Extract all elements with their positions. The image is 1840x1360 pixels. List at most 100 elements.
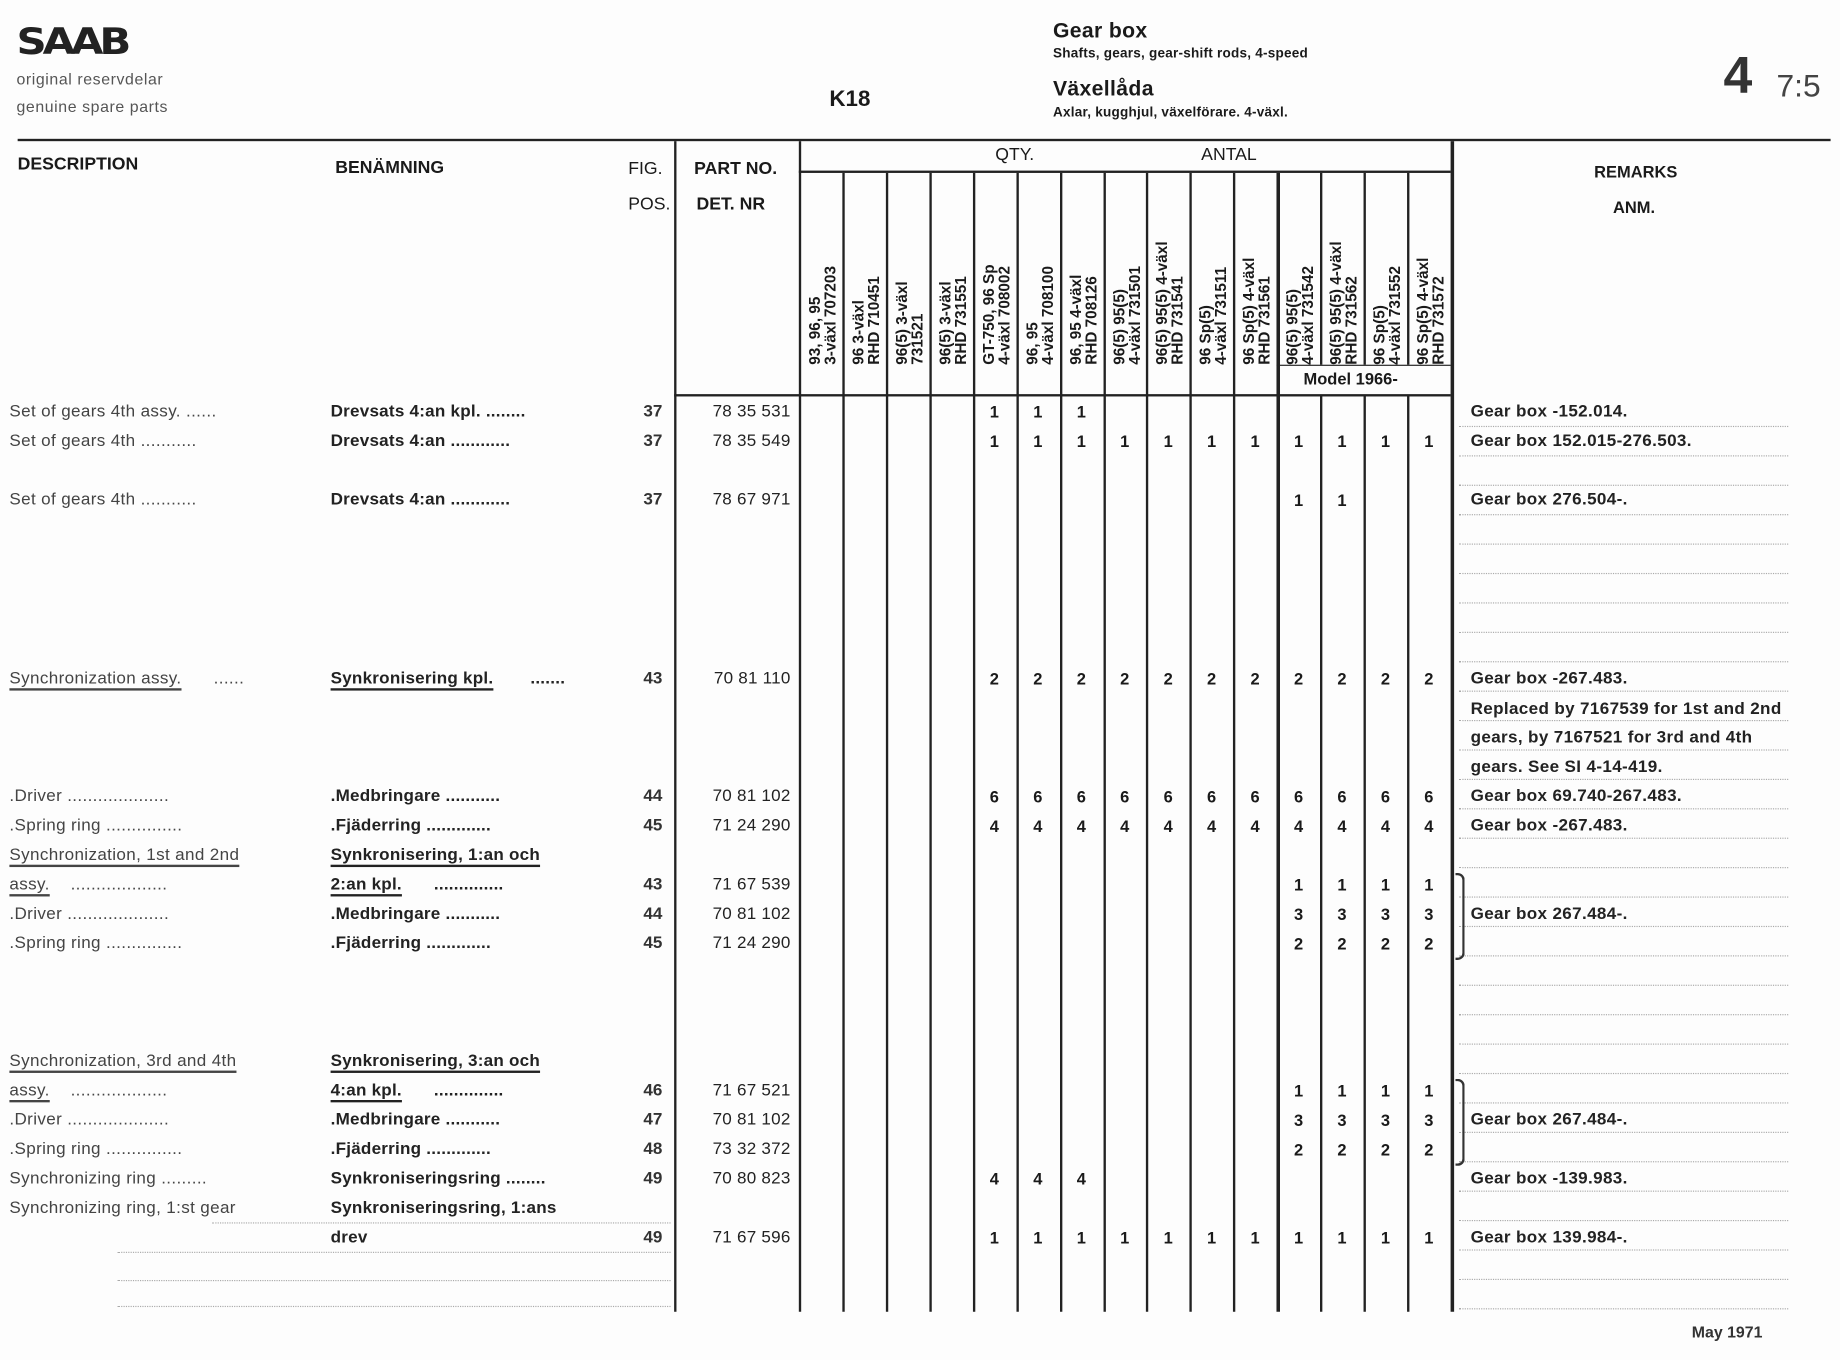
remark-guide-line xyxy=(1458,837,1789,839)
description-text: Set of gears 4th ........... xyxy=(9,431,197,451)
part-number: 70 81 110 xyxy=(713,669,791,689)
variant-header-line: 96(5) 3-växl xyxy=(936,281,954,365)
quantity-value: 6 xyxy=(1207,787,1217,806)
variant-header: 96(5) 95(5) 4-växl 731501 xyxy=(1110,195,1143,365)
quantity-value: 2 xyxy=(1250,669,1260,689)
quantity-value: 1 xyxy=(1293,431,1304,451)
description-text: Set of gears 4th ........... xyxy=(9,490,197,510)
remark-guide-line xyxy=(1458,867,1789,869)
remark-text: gears. See SI 4-14-419. xyxy=(1470,757,1663,777)
quantity-value: 2 xyxy=(1293,934,1304,953)
quantity-value: 1 xyxy=(1207,1228,1217,1248)
quantity-value: 2 xyxy=(1424,669,1434,689)
quantity-value: 1 xyxy=(1033,402,1043,422)
quantity-value: 1 xyxy=(1120,1228,1130,1248)
quantity-value: 4 xyxy=(1337,816,1347,836)
guide-line xyxy=(211,1222,671,1224)
fig-pos: 44 xyxy=(643,787,663,806)
remark-guide-line xyxy=(1458,1249,1789,1251)
remark-text: gears, by 7167521 for 3rd and 4th xyxy=(1470,728,1753,748)
quantity-value: 2 xyxy=(1207,669,1217,689)
guide-line xyxy=(117,1251,671,1253)
remark-guide-line xyxy=(1458,1131,1789,1133)
quantity-value: 2 xyxy=(1163,669,1173,689)
quantity-value: 4 xyxy=(1120,816,1130,836)
variant-header-line: 93, 96, 95 xyxy=(805,296,824,365)
catalog-code: K18 xyxy=(829,87,871,112)
title-english: Gear box xyxy=(1052,18,1148,43)
variant-header: GT-750, 96 Sp 4-växl 708002 xyxy=(979,195,1013,365)
quantity-value: 2 xyxy=(1337,669,1347,689)
remark-guide-line xyxy=(1458,1161,1789,1163)
remark-guide-line xyxy=(1458,455,1789,457)
quantity-value: 3 xyxy=(1380,1110,1391,1130)
part-number: 70 81 102 xyxy=(712,1110,791,1130)
qty-column-divider xyxy=(1232,172,1236,1312)
qty-column-divider xyxy=(1363,172,1366,365)
description-text: assy. xyxy=(9,1081,50,1100)
description-text: Synchronization, 1st and 2nd xyxy=(9,845,240,865)
col-det-nr: DET. NR xyxy=(696,194,766,215)
benamning-text: Synkroniseringsring ........ xyxy=(330,1169,546,1189)
variant-header-line: 96, 95 4-växl xyxy=(1066,274,1085,365)
leader-dots: .............. xyxy=(433,1081,504,1100)
variant-header-line: 4-växl 708002 xyxy=(994,266,1013,365)
quantity-value: 2 xyxy=(1380,669,1391,689)
quantity-value: 2 xyxy=(1120,669,1130,689)
remark-text: Replaced by 7167539 for 1st and 2nd xyxy=(1470,699,1782,719)
remark-guide-line xyxy=(1458,602,1789,604)
variant-header-line: RHD 731562 xyxy=(1342,276,1361,365)
variant-header-line: 4-växl 731552 xyxy=(1386,266,1404,365)
remark-guide-line xyxy=(1458,631,1789,633)
variant-header-line: 731521 xyxy=(908,313,926,365)
pos-part-divider xyxy=(674,141,677,1312)
variant-header-line: RHD 710451 xyxy=(864,276,883,365)
benamning-text: .Medbringare ........... xyxy=(330,787,501,806)
part-number: 71 67 596 xyxy=(712,1228,791,1248)
variant-header-line: 96(5) 3-växl xyxy=(892,281,911,365)
remark-text: Gear box -267.483. xyxy=(1470,816,1628,836)
guide-line xyxy=(117,1279,671,1282)
variant-header-line: 4-växl 731501 xyxy=(1125,266,1143,365)
quantity-value: 1 xyxy=(1076,1228,1086,1248)
quantity-value: 1 xyxy=(1163,1228,1173,1248)
quantity-value: 2 xyxy=(1076,669,1086,689)
benamning-text: Drevsats 4:an kpl. ........ xyxy=(330,402,526,422)
description-text: .Spring ring ............... xyxy=(9,816,183,836)
col-description: DESCRIPTION xyxy=(17,154,139,175)
variant-header: 96 Sp(5) 4-växl RHD 731561 xyxy=(1240,195,1273,365)
quantity-value: 6 xyxy=(1337,787,1347,806)
quantity-value: 4 xyxy=(1380,816,1391,836)
variant-header-line: RHD 731551 xyxy=(951,276,970,365)
quantity-value: 4 xyxy=(1424,816,1434,836)
variant-header: 96(5) 95(5) 4-växl RHD 731562 xyxy=(1327,195,1361,365)
qty-column-divider xyxy=(1319,172,1323,365)
part-number: 70 80 823 xyxy=(712,1169,791,1189)
description-text: .Driver .................... xyxy=(9,787,170,806)
fig-pos: 43 xyxy=(643,669,663,689)
quantity-value: 4 xyxy=(1293,816,1304,836)
description-text: .Spring ring ............... xyxy=(9,1139,183,1159)
fig-pos: 45 xyxy=(643,934,663,953)
fig-pos: 46 xyxy=(643,1081,663,1100)
quantity-value: 1 xyxy=(1076,431,1086,451)
quantity-value: 3 xyxy=(1293,904,1304,924)
quantity-value: 1 xyxy=(1424,431,1434,451)
title-swedish: Växellåda xyxy=(1052,76,1154,100)
tagline-swedish: original reservdelar xyxy=(16,70,164,89)
quantity-value: 6 xyxy=(1380,787,1391,806)
benamning-text: 4:an kpl. xyxy=(330,1081,402,1100)
quantity-value: 3 xyxy=(1380,904,1391,924)
fig-pos: 37 xyxy=(643,490,663,510)
variant-header-line: GT-750, 96 Sp xyxy=(979,264,998,365)
quantity-value: 1 xyxy=(1424,1081,1434,1100)
quantity-value: 1 xyxy=(989,1228,999,1248)
variant-header: 96 Sp(5) 4-växl 731552 xyxy=(1371,195,1404,365)
remark-text: Gear box 267.484-. xyxy=(1470,904,1628,924)
benamning-text: .Fjäderring ............. xyxy=(330,1139,491,1159)
quantity-value: 1 xyxy=(1293,1228,1304,1248)
col-anm: ANM. xyxy=(1612,197,1656,217)
remark-guide-line xyxy=(1458,896,1789,898)
col-fig: FIG. xyxy=(628,158,663,179)
quantity-value: 6 xyxy=(1120,787,1130,806)
